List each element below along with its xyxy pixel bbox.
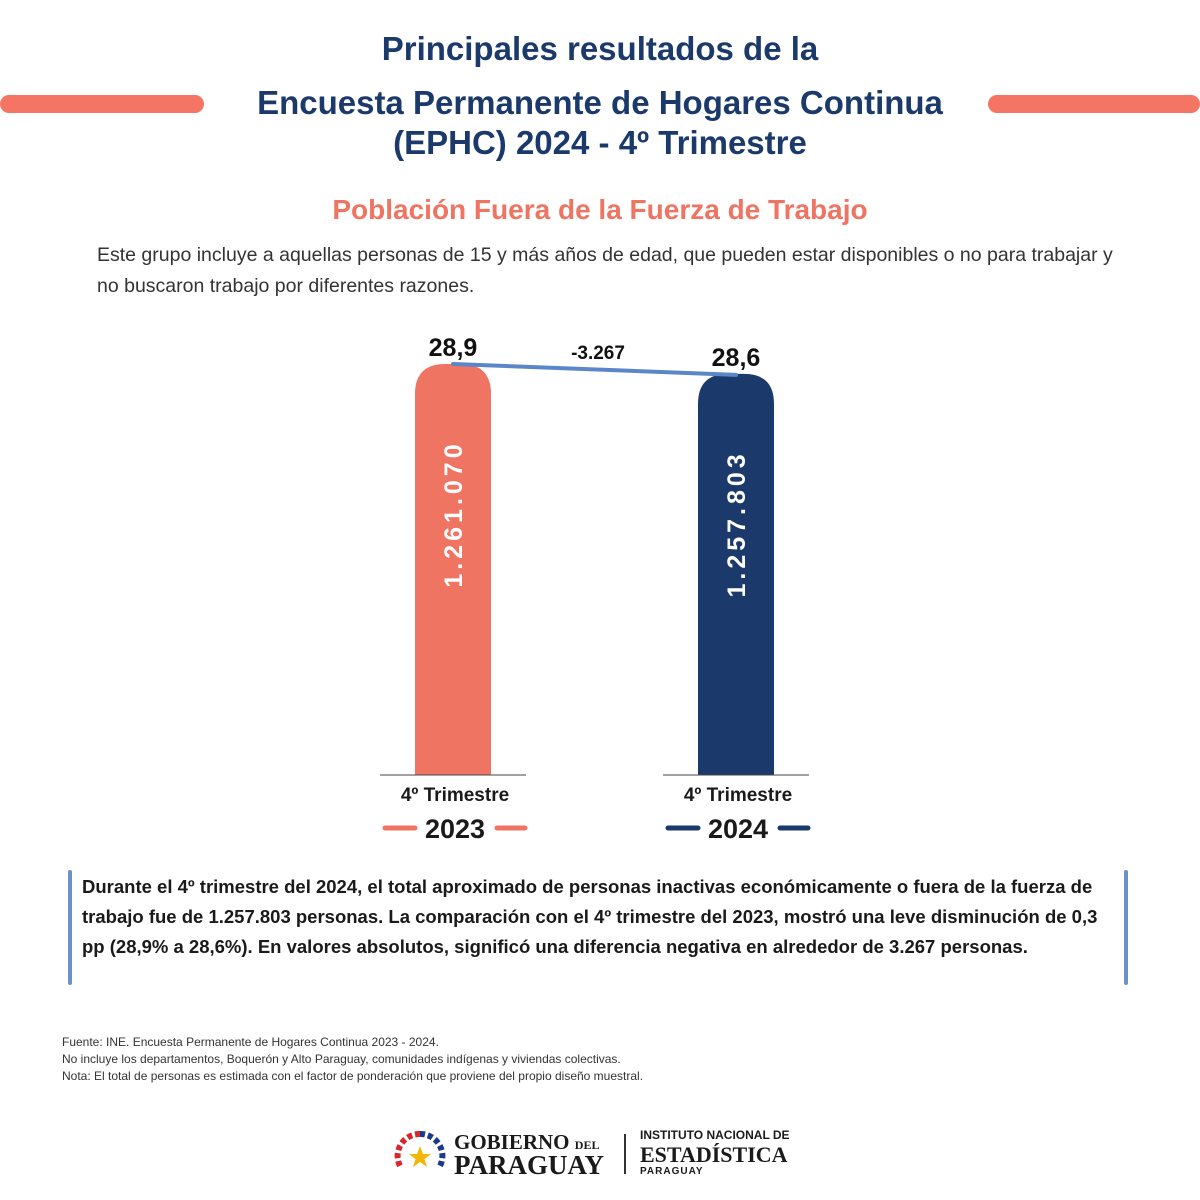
footer-logos: GOBIERNO DEL PARAGUAY INSTITUTO NACIONAL… [390,1126,820,1182]
year-label: 2024 [708,814,768,844]
summary-box: Durante el 4º trimestre del 2024, el tot… [68,870,1130,985]
header-line-2: Encuesta Permanente de Hogares Continua [257,84,943,121]
ine-line-3: PARAGUAY [640,1166,704,1177]
logo-divider [624,1134,626,1174]
gov-line-2: PARAGUAY [454,1150,605,1180]
category-label: 4º Trimestre [684,785,792,806]
bar-value-label: 1.261.070 [440,440,468,587]
rate-label: 28,9 [429,334,478,362]
header-line-3: (EPHC) 2024 - 4º Trimestre [393,124,807,161]
footnote-exclusion: No incluye los departamentos, Boquerón y… [62,1052,621,1066]
rate-connector-line [451,362,738,377]
summary-text: Durante el 4º trimestre del 2024, el tot… [82,876,1098,957]
bar-2023 [415,364,491,775]
summary-left-bar [68,870,72,985]
bar-2024 [698,373,774,775]
ine-line-2: ESTADÍSTICA [640,1142,788,1167]
section-title: Población Fuera de la Fuerza de Trabajo [332,194,868,225]
bar-value-label: 1.257.803 [723,450,751,597]
category-label: 4º Trimestre [401,785,509,806]
difference-label: -3.267 [571,343,625,364]
footnote-source: Fuente: INE. Encuesta Permanente de Hoga… [62,1035,439,1049]
header-line-1: Principales resultados de la [381,30,819,67]
gov-line-1: GOBIERNO [454,1130,570,1154]
ine-line-1: INSTITUTO NACIONAL DE [640,1128,790,1142]
gov-del: DEL [574,1138,600,1152]
header-accent-right [988,95,1200,113]
paraguay-seal-icon [394,1130,446,1168]
year-label: 2023 [425,814,485,844]
section-intro: Este grupo incluye a aquellas personas d… [97,244,1113,297]
header-accent-left [0,95,204,113]
rate-label: 28,6 [712,344,761,372]
footnote-note: Nota: El total de personas es estimada c… [62,1069,644,1083]
summary-right-bar [1124,870,1128,985]
